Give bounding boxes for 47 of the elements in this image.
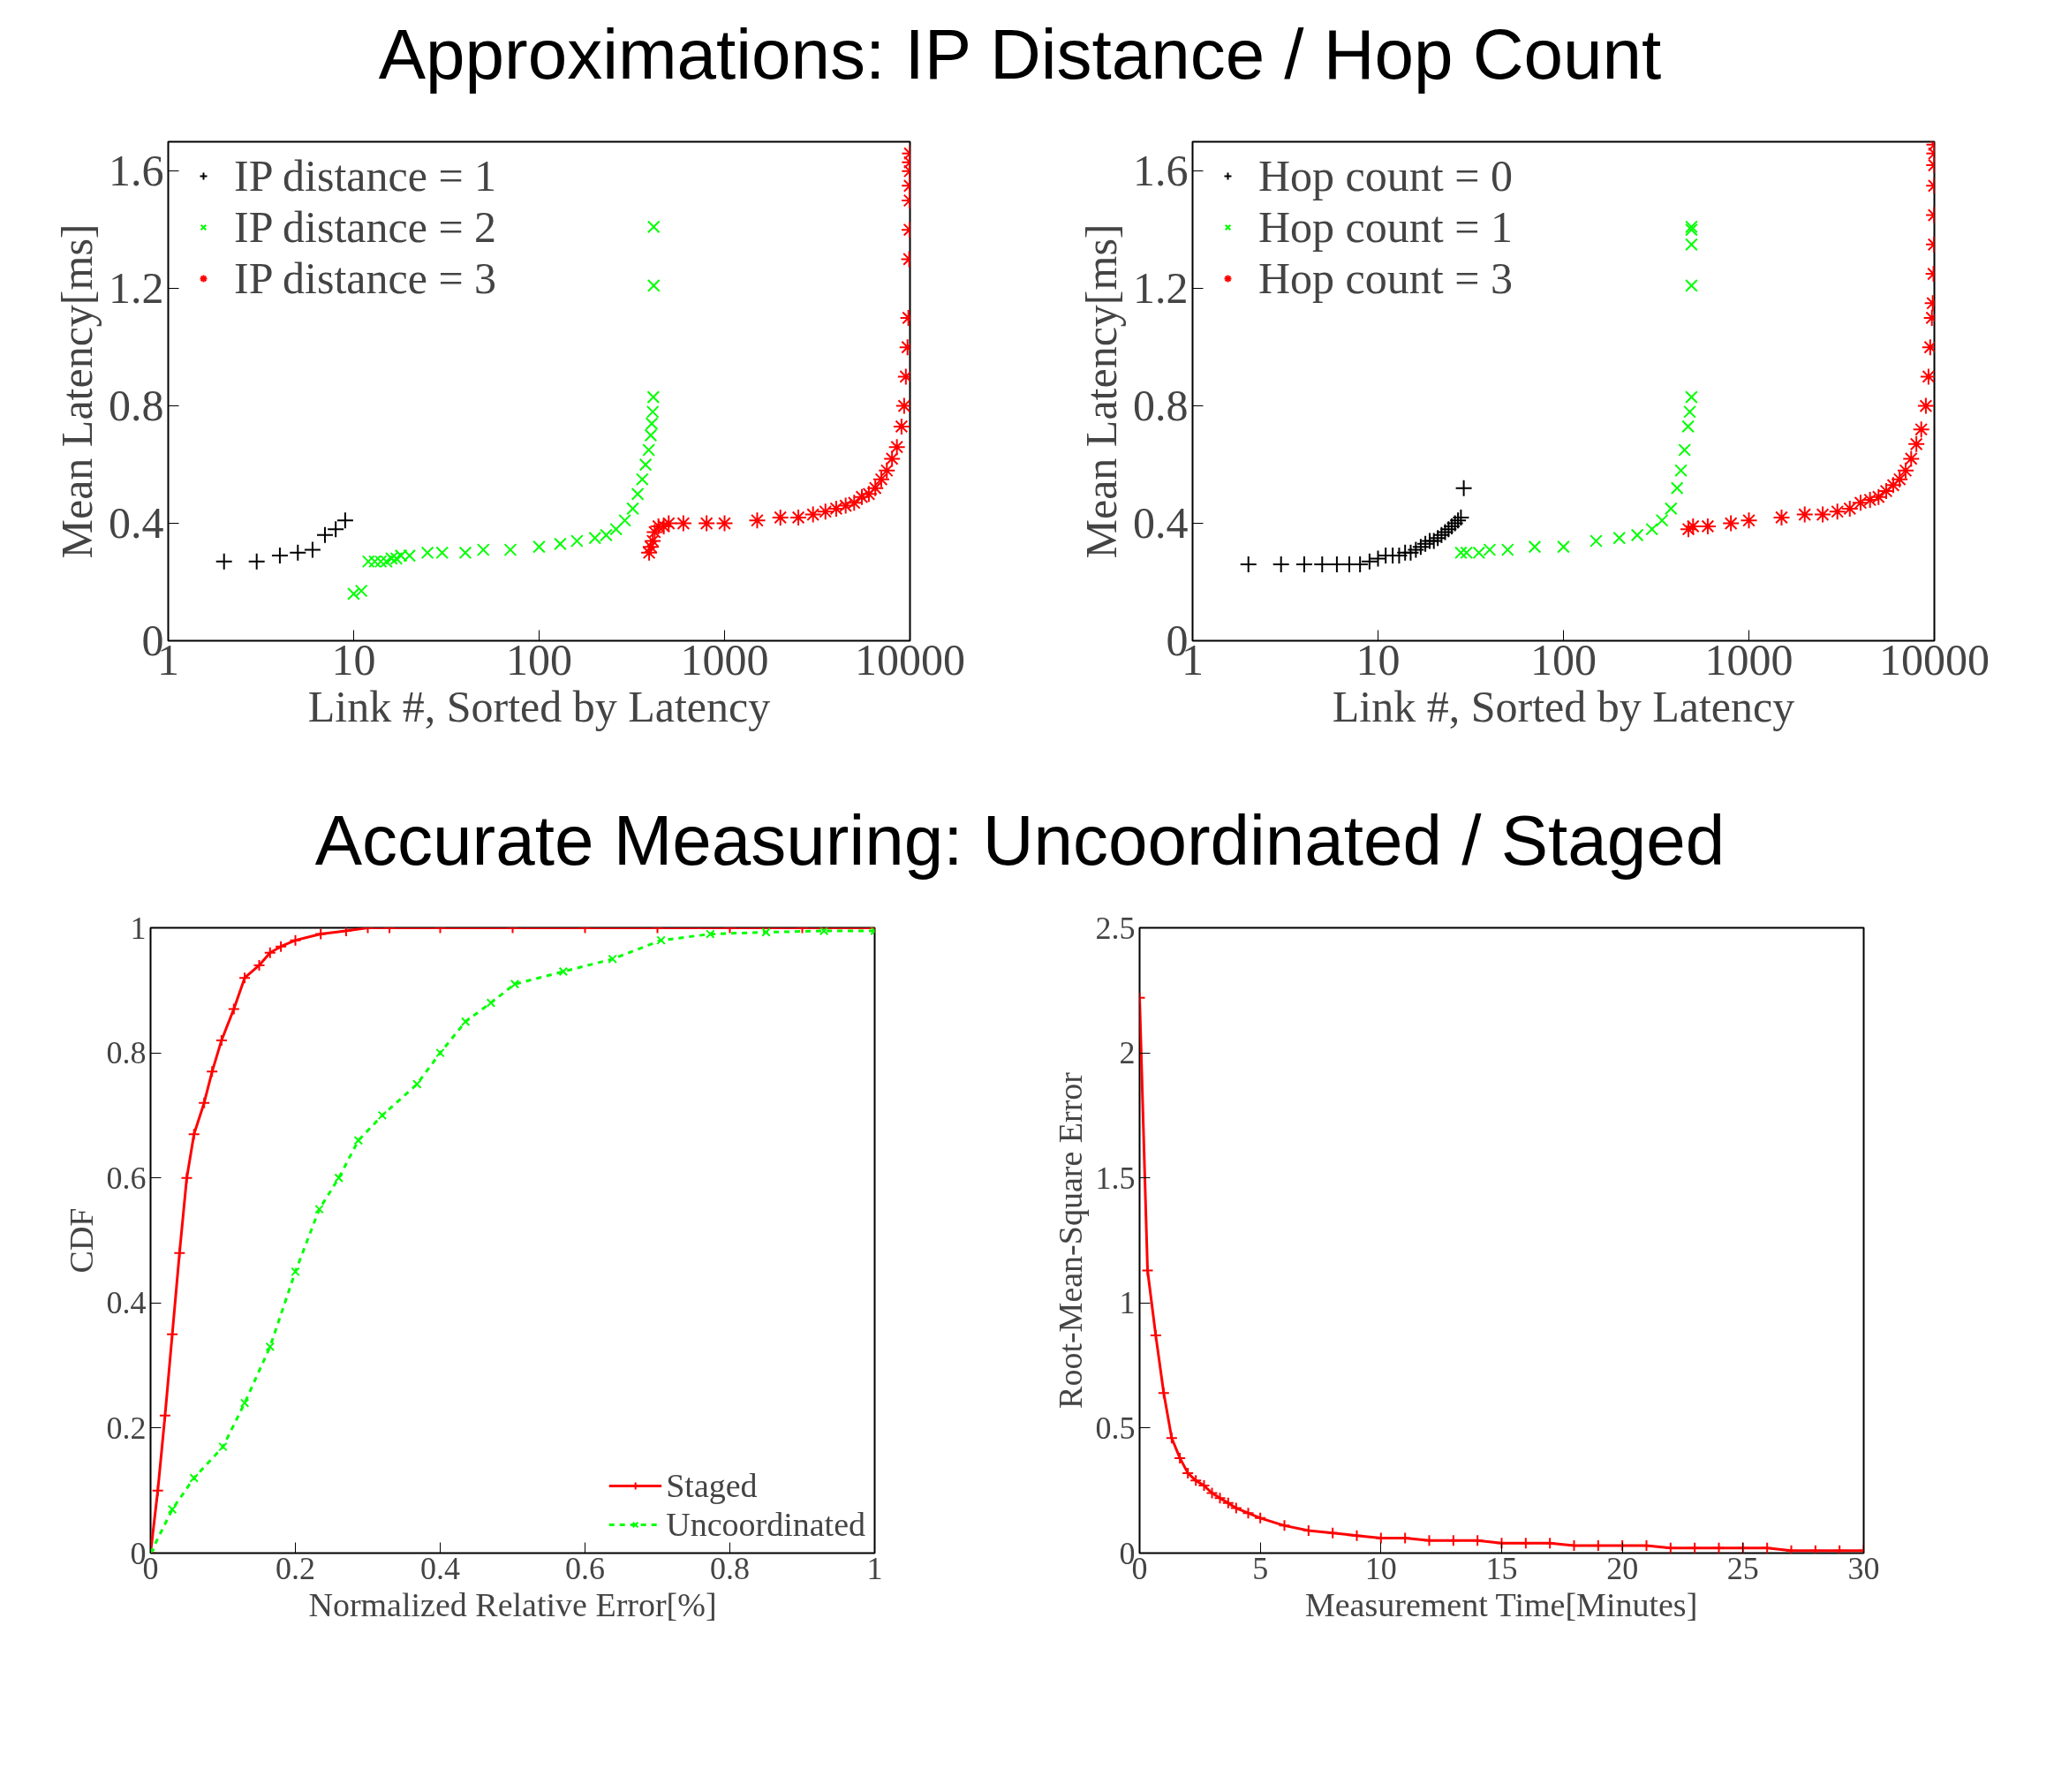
y-tick-label: 0.5 (1095, 1410, 1136, 1446)
legend-label: Staged (666, 1466, 758, 1505)
y-axis-title: Root-Mean-Square Error (1051, 1071, 1089, 1409)
y-axis-title: Mean Latency[ms] (52, 223, 102, 559)
x-axis-title: Measurement Time[Minutes] (1304, 1585, 1698, 1623)
y-tick-label: 0.2 (106, 1410, 147, 1446)
legend-label: Hop count = 0 (1258, 150, 1513, 201)
x-tick-label: 1 (866, 1550, 883, 1586)
x-tick-label: 10000 (855, 634, 965, 684)
x-tick-label: 10000 (1879, 634, 1990, 684)
legend-label: Hop count = 3 (1258, 253, 1513, 304)
x-tick-label: 0.2 (276, 1550, 315, 1586)
legend-label: Hop count = 1 (1258, 201, 1513, 253)
y-tick-label: 0.8 (1133, 381, 1189, 431)
y-tick-label: 0.8 (109, 381, 164, 431)
y-axis-title: CDF (62, 1207, 100, 1274)
y-tick-label: 1.2 (1133, 263, 1189, 314)
y-tick-label: 1 (1119, 1285, 1136, 1321)
legend-label: Uncoordinated (666, 1505, 865, 1544)
x-tick-label: 20 (1606, 1550, 1639, 1586)
legend-label: IP distance = 3 (234, 253, 497, 304)
y-tick-label: 0.6 (106, 1160, 147, 1196)
legend-label: IP distance = 1 (234, 150, 497, 201)
x-axis-title: Normalized Relative Error[%] (308, 1585, 717, 1623)
y-tick-label: 2.5 (1095, 910, 1136, 946)
x-tick-label: 0.6 (565, 1550, 605, 1586)
y-tick-label: 0.4 (109, 498, 164, 548)
y-tick-label: 0.4 (106, 1285, 147, 1321)
x-tick-label: 0.8 (710, 1550, 750, 1586)
x-tick-label: 25 (1726, 1550, 1759, 1586)
text: Accurate Measuring: Uncoordinated / Staged (314, 800, 1726, 881)
y-tick-label: 0.8 (106, 1035, 147, 1071)
x-tick-label: 0.4 (420, 1550, 460, 1586)
x-tick-label: 30 (1847, 1550, 1880, 1586)
y-tick-label: 1.5 (1095, 1160, 1136, 1196)
y-tick-label: 1.6 (109, 146, 164, 196)
y-axis-title: Mean Latency[ms] (1076, 223, 1126, 559)
y-tick-label: 0.4 (1133, 498, 1189, 548)
x-tick-label: 5 (1252, 1550, 1269, 1586)
x-tick-label: 10 (1364, 1550, 1397, 1586)
x-tick-label: 15 (1485, 1550, 1518, 1586)
y-tick-label: 1 (130, 910, 147, 946)
y-tick-label: 2 (1119, 1035, 1136, 1071)
legend-label: IP distance = 2 (234, 201, 497, 253)
y-tick-label: 1.6 (1133, 146, 1189, 196)
chart-title: Approximations: IP Distance / Hop Count (378, 14, 1662, 95)
y-tick-label: 1.2 (109, 263, 164, 314)
